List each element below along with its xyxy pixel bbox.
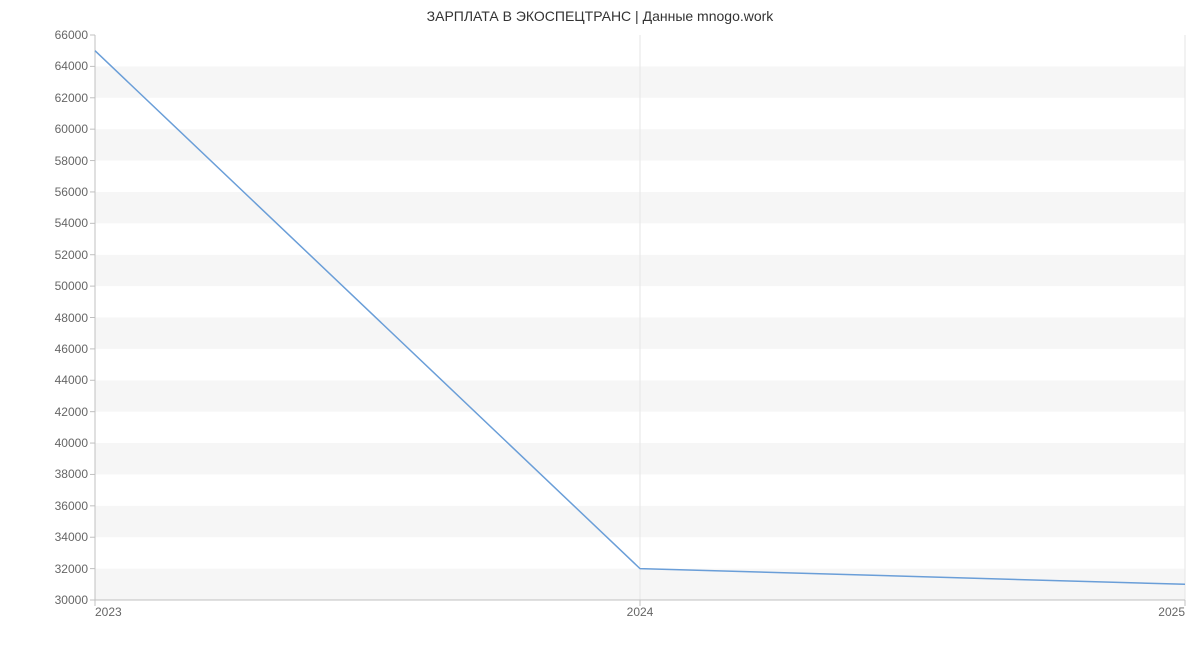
chart-svg bbox=[95, 35, 1185, 600]
y-tick-label: 54000 bbox=[28, 216, 88, 230]
y-tick-label: 58000 bbox=[28, 154, 88, 168]
y-tick-label: 50000 bbox=[28, 279, 88, 293]
y-tick-label: 52000 bbox=[28, 248, 88, 262]
y-tick-label: 44000 bbox=[28, 373, 88, 387]
y-tick-label: 36000 bbox=[28, 499, 88, 513]
y-tick-label: 56000 bbox=[28, 185, 88, 199]
y-tick-label: 60000 bbox=[28, 122, 88, 136]
x-tick-label: 2025 bbox=[1158, 605, 1185, 619]
y-tick-label: 42000 bbox=[28, 405, 88, 419]
y-tick-label: 34000 bbox=[28, 530, 88, 544]
y-tick-label: 66000 bbox=[28, 28, 88, 42]
y-tick-label: 30000 bbox=[28, 593, 88, 607]
chart-title: ЗАРПЛАТА В ЭКОСПЕЦТРАНС | Данные mnogo.w… bbox=[0, 8, 1200, 24]
y-tick-label: 62000 bbox=[28, 91, 88, 105]
line-chart: ЗАРПЛАТА В ЭКОСПЕЦТРАНС | Данные mnogo.w… bbox=[0, 0, 1200, 650]
y-tick-label: 32000 bbox=[28, 562, 88, 576]
x-tick-label: 2024 bbox=[627, 605, 654, 619]
y-tick-label: 40000 bbox=[28, 436, 88, 450]
plot-area bbox=[95, 35, 1185, 600]
y-tick-label: 64000 bbox=[28, 59, 88, 73]
x-tick-label: 2023 bbox=[95, 605, 122, 619]
y-tick-label: 46000 bbox=[28, 342, 88, 356]
y-tick-label: 38000 bbox=[28, 467, 88, 481]
y-tick-label: 48000 bbox=[28, 311, 88, 325]
